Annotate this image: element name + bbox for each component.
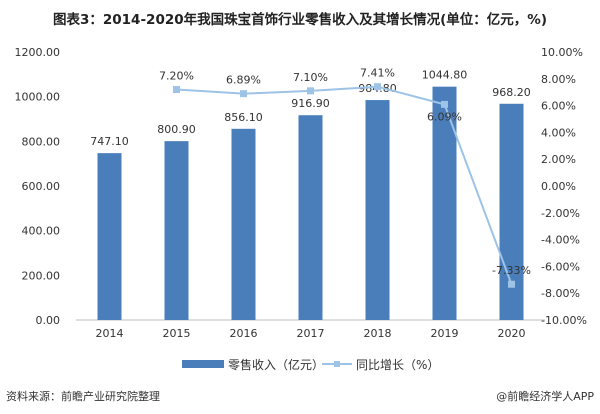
y-right-tick-label: -6.00% xyxy=(541,260,580,273)
bar-data-label: 800.90 xyxy=(157,123,196,136)
y-left-tick-label: 400.00 xyxy=(22,225,61,238)
growth-data-label: 7.20% xyxy=(159,70,194,83)
x-tick-label: 2018 xyxy=(364,327,392,340)
growth-data-label: 7.41% xyxy=(360,67,395,80)
bar xyxy=(298,115,323,320)
chart-title: 图表3：2014-2020年我国珠宝首饰行业零售收入及其增长情况(单位：亿元，%… xyxy=(52,12,547,28)
y-right-tick-label: 2.00% xyxy=(541,153,576,166)
growth-data-label: 7.10% xyxy=(293,71,328,84)
y-left-tick-label: 800.00 xyxy=(22,135,61,148)
y-right-tick-label: -2.00% xyxy=(541,207,580,220)
y-right-tick-label: 8.00% xyxy=(541,73,576,86)
x-tick-label: 2015 xyxy=(163,327,191,340)
y-left-tick-label: 1000.00 xyxy=(15,91,61,104)
y-right-tick-label: 6.00% xyxy=(541,100,576,113)
bar xyxy=(231,128,256,320)
growth-data-label: 6.89% xyxy=(226,74,261,87)
growth-marker xyxy=(441,100,448,108)
growth-marker xyxy=(173,86,180,94)
source-note: 资料来源：前瞻产业研究院整理 xyxy=(6,390,160,403)
y-left-tick-label: 600.00 xyxy=(22,180,61,193)
growth-marker xyxy=(307,87,314,95)
bar-data-label: 1044.80 xyxy=(422,69,468,82)
y-right-tick-label: 0.00% xyxy=(541,180,576,193)
legend-line-label: 同比增长（%） xyxy=(356,358,439,372)
x-tick-label: 2020 xyxy=(498,327,526,340)
legend-bar-swatch xyxy=(182,360,224,368)
x-tick-label: 2014 xyxy=(96,327,124,340)
legend-line-marker xyxy=(334,361,340,367)
y-right-tick-label: 10.00% xyxy=(541,46,583,59)
x-tick-label: 2016 xyxy=(230,327,258,340)
x-tick-label: 2017 xyxy=(297,327,325,340)
bar-data-label: 747.10 xyxy=(90,135,129,148)
y-right-tick-label: -4.00% xyxy=(541,234,580,247)
growth-data-label: -7.33% xyxy=(492,264,531,277)
credit-note: @前瞻经济学人APP xyxy=(496,390,594,403)
bar-data-label: 968.20 xyxy=(492,86,531,99)
y-left-tick-label: 200.00 xyxy=(22,269,61,282)
y-left-tick-label: 0.00 xyxy=(36,314,61,327)
bar xyxy=(164,141,189,320)
growth-marker xyxy=(508,280,515,288)
y-right-tick-label: 4.00% xyxy=(541,126,576,139)
bar-data-label: 916.90 xyxy=(291,97,330,110)
bar-data-label: 856.10 xyxy=(224,111,263,124)
x-tick-label: 2019 xyxy=(431,327,459,340)
y-left-tick-label: 1200.00 xyxy=(15,46,61,59)
growth-marker xyxy=(374,83,381,91)
bar xyxy=(97,153,122,320)
legend-bar-label: 零售收入（亿元） xyxy=(228,357,324,372)
growth-data-label: 6.09% xyxy=(427,110,462,123)
bar xyxy=(365,100,390,320)
growth-line xyxy=(176,85,513,285)
y-right-tick-label: -10.00% xyxy=(541,314,587,327)
growth-marker xyxy=(240,90,247,98)
y-right-tick-label: -8.00% xyxy=(541,287,580,300)
